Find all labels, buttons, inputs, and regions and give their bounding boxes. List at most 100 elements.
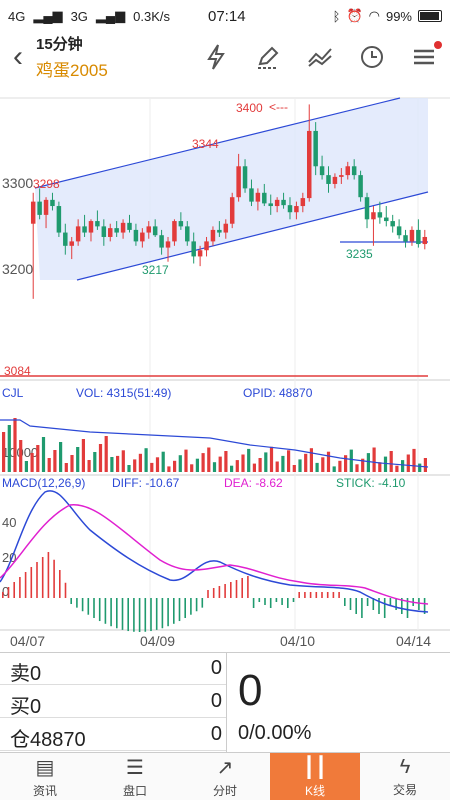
dea-line <box>0 504 429 605</box>
tab-news[interactable]: ▤ 资讯 <box>0 753 90 800</box>
macd-label-0: 0 <box>2 584 9 599</box>
macd-bar <box>264 598 266 605</box>
macd-bar <box>24 572 27 598</box>
date-0407: 04/07 <box>10 633 45 649</box>
macd-bar <box>378 598 380 614</box>
tab-timeshare[interactable]: ↗ 分时 <box>180 753 270 800</box>
volume-bar <box>53 450 57 472</box>
volume-bar <box>349 449 353 472</box>
volume-bar <box>252 463 256 472</box>
menu-list-icon[interactable] <box>398 37 450 77</box>
macd-bar <box>218 586 221 598</box>
macd-bar <box>366 598 369 606</box>
tab-trade-label: 交易 <box>392 782 417 797</box>
macd-stick: STICK: -4.10 <box>336 476 406 490</box>
volume-bar <box>332 466 336 472</box>
channel-upper <box>34 97 401 189</box>
volume-bar <box>258 458 262 472</box>
candlestick-icon: ┃┃ <box>302 756 328 779</box>
volume-bar <box>104 436 108 472</box>
period-title[interactable]: 15分钟 <box>36 36 83 53</box>
candle-body <box>274 199 280 207</box>
volume-bar <box>321 457 325 472</box>
candle-body <box>351 166 357 176</box>
volume-bar <box>366 453 370 472</box>
macd-bar <box>150 598 152 632</box>
macd-bar <box>309 592 312 598</box>
macd-bar <box>230 582 232 598</box>
macd-bar <box>389 598 392 606</box>
volume-bar <box>218 456 222 472</box>
macd-bar <box>241 578 243 598</box>
clock-icon[interactable] <box>346 37 398 77</box>
candle-body <box>114 228 119 233</box>
macd-bar <box>361 598 363 618</box>
candle-body <box>127 222 132 230</box>
candle-body <box>287 205 293 213</box>
volume-bar <box>423 458 427 472</box>
candle-body <box>242 166 248 189</box>
annot-3217: 3217 <box>142 263 169 277</box>
volume-bar <box>378 462 382 472</box>
position-label: 仓48870 <box>10 729 86 751</box>
bluetooth-icon: ᛒ <box>332 8 341 24</box>
kline-chart[interactable]: 3300 3200 3400 <--- 3344 3298 3217 3235 … <box>0 90 450 650</box>
macd-bar <box>321 592 323 598</box>
annot-3400-arrow: <--- <box>269 100 288 114</box>
macd-bar <box>207 590 209 598</box>
buy-value: 0 <box>210 690 222 712</box>
tab-orderbook[interactable]: ☰ 盘口 <box>90 753 180 800</box>
macd-bar <box>247 576 249 598</box>
candle-body <box>371 212 376 220</box>
date-0409: 04/09 <box>140 633 175 649</box>
candle-body <box>88 221 94 233</box>
volume-bar <box>264 452 268 472</box>
macd-bar <box>70 598 72 604</box>
macd-bar <box>87 598 90 615</box>
volume-bar <box>127 465 131 472</box>
macd-bar <box>19 577 21 598</box>
volume-bar <box>110 457 114 472</box>
bottom-tab-bar: ▤ 资讯 ☰ 盘口 ↗ 分时 ┃┃ K线 ϟ 交易 <box>0 752 450 800</box>
candle-body <box>146 226 152 233</box>
vol-cjl: CJL <box>2 386 24 400</box>
macd-bar <box>401 598 403 614</box>
volume-bar <box>355 464 359 472</box>
volume-bar <box>138 453 142 472</box>
battery-icon <box>418 10 442 22</box>
volume-bar <box>389 451 393 472</box>
macd-bar <box>287 598 289 608</box>
candle-body <box>43 199 49 215</box>
volume-bar <box>372 447 376 472</box>
macd-bar <box>383 598 386 618</box>
annot-3298: 3298 <box>33 177 60 191</box>
volume-bar <box>19 440 23 472</box>
tab-kline[interactable]: ┃┃ K线 <box>270 753 360 800</box>
candle-body <box>262 192 267 204</box>
macd-bar <box>178 598 181 622</box>
candle-body <box>172 221 177 242</box>
volume-bar <box>269 446 274 472</box>
diff-line <box>0 490 429 613</box>
lightning-icon[interactable] <box>190 37 242 77</box>
tab-kline-label: K线 <box>304 783 325 798</box>
volume-bar <box>76 447 80 472</box>
macd-title: MACD(12,26,9) <box>2 476 85 490</box>
quote-panel <box>0 652 450 752</box>
draw-pen-icon[interactable] <box>242 37 294 77</box>
macd-bar <box>201 598 204 608</box>
candle-body <box>159 235 164 248</box>
candle-body <box>416 229 421 245</box>
candle-body <box>358 175 363 198</box>
indicator-lines-icon[interactable] <box>294 37 346 77</box>
macd-histogram <box>2 552 426 632</box>
macd-bar <box>184 598 186 618</box>
volume-bar <box>121 450 125 472</box>
macd-bar <box>173 598 175 624</box>
open-interest-line <box>0 419 429 468</box>
back-button[interactable]: ‹ <box>13 40 23 73</box>
tab-trade[interactable]: ϟ 交易 <box>360 753 450 800</box>
volume-bar <box>178 455 182 472</box>
macd-bar <box>298 592 300 598</box>
vol-opid: OPID: 48870 <box>243 386 313 400</box>
